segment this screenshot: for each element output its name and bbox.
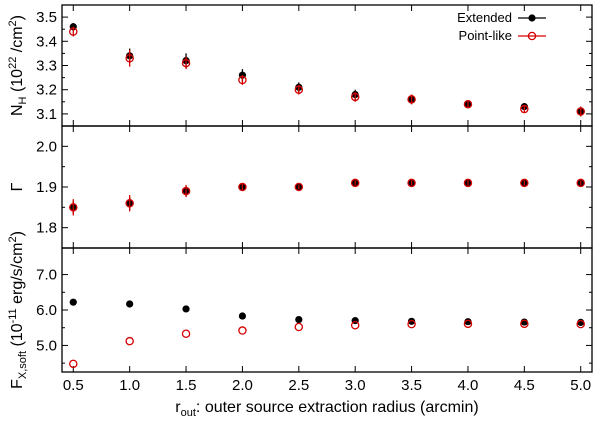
series-pointlike	[69, 319, 585, 369]
y-tick-label: 6.0	[36, 302, 57, 319]
data-point	[181, 186, 191, 196]
data-point	[520, 178, 529, 188]
data-point	[238, 312, 247, 320]
series-pointlike	[69, 26, 585, 117]
data-point	[463, 319, 473, 329]
data-point	[294, 182, 304, 192]
data-point	[125, 53, 134, 63]
legend-marker	[527, 31, 537, 41]
x-tick-label: 4.0	[458, 377, 479, 394]
y-axis-label: Γ	[9, 182, 26, 191]
y-tick-label: 1.8	[36, 220, 57, 237]
y-tick-label: 7.0	[36, 267, 57, 284]
y-axis-label: NH (1022 /cm2)	[7, 15, 29, 116]
data-point	[238, 182, 247, 192]
data-point	[464, 318, 472, 326]
panel-fx: 5.0 6.0 7.0 FX,soft (10-11 erg/s/cm2)	[7, 231, 593, 389]
data-point	[69, 203, 78, 212]
data-point	[407, 178, 416, 188]
y-tick-label: 3.3	[36, 58, 57, 75]
data-point	[182, 305, 190, 313]
panel-frame	[61, 4, 593, 127]
data-point	[69, 359, 78, 369]
data-point	[126, 300, 134, 308]
data-point	[181, 329, 191, 338]
y-tick-label: 3.5	[36, 9, 57, 26]
data-point	[350, 92, 360, 102]
data-point	[463, 99, 473, 109]
data-point	[520, 319, 529, 329]
data-point	[407, 317, 416, 325]
data-point	[407, 319, 416, 329]
x-axis: 0.5 1.0 1.5 2.0 2.5 3.0 3.5 4.0 4.5 5.0 rout: oute…	[63, 377, 591, 419]
y-tick-label: 5.0	[36, 337, 57, 354]
data-point	[238, 326, 247, 335]
series-extended	[69, 298, 585, 326]
data-point	[294, 85, 304, 94]
data-point	[520, 104, 529, 114]
x-tick-label: 3.5	[401, 377, 422, 394]
x-tick-label: 1.5	[176, 377, 197, 394]
x-tick-label: 1.0	[119, 377, 140, 394]
data-point	[576, 178, 585, 188]
data-point	[69, 298, 77, 306]
data-point	[125, 199, 134, 208]
data-point	[295, 315, 303, 324]
data-point	[181, 58, 191, 68]
legend: Extended Point-like	[457, 10, 546, 43]
chart-panels: 3.1 3.2 3.3 3.4 3.5 NH (1022 /cm2) 1.8 1.9 2.0 Γ 5…	[7, 4, 593, 389]
series-extended	[69, 179, 585, 214]
x-tick-label: 0.5	[63, 377, 84, 394]
x-tick-label: 5.0	[570, 377, 591, 394]
x-axis-label: rout: outer source extraction radius (ar…	[175, 399, 478, 419]
x-tick-label: 2.5	[288, 377, 309, 394]
series-pointlike	[69, 178, 585, 216]
data-point	[238, 75, 247, 85]
legend-marker	[528, 14, 536, 22]
y-tick-label: 1.9	[36, 179, 57, 196]
data-point	[294, 322, 304, 332]
y-tick-label: 3.2	[36, 82, 57, 99]
data-point	[576, 107, 585, 116]
data-point	[350, 178, 360, 188]
y-tick-label: 3.4	[36, 33, 57, 50]
panel-gamma: 1.8 1.9 2.0 Γ	[9, 125, 593, 249]
data-point	[125, 336, 134, 346]
y-tick-label: 3.1	[36, 106, 57, 123]
panel-frame	[61, 247, 593, 373]
y-axis-label: FX,soft (10-11 erg/s/cm2)	[7, 231, 29, 389]
x-tick-label: 4.5	[514, 377, 535, 394]
data-point	[463, 178, 473, 188]
data-point	[407, 95, 416, 104]
data-point	[350, 320, 360, 330]
legend-label: Extended	[457, 10, 512, 25]
x-tick-label: 2.0	[232, 377, 253, 394]
panel-frame	[61, 125, 593, 249]
legend-label: Point-like	[459, 28, 512, 43]
x-tick-label: 3.0	[345, 377, 366, 394]
y-tick-label: 2.0	[36, 138, 57, 155]
data-point	[69, 27, 78, 36]
data-point	[576, 319, 585, 329]
